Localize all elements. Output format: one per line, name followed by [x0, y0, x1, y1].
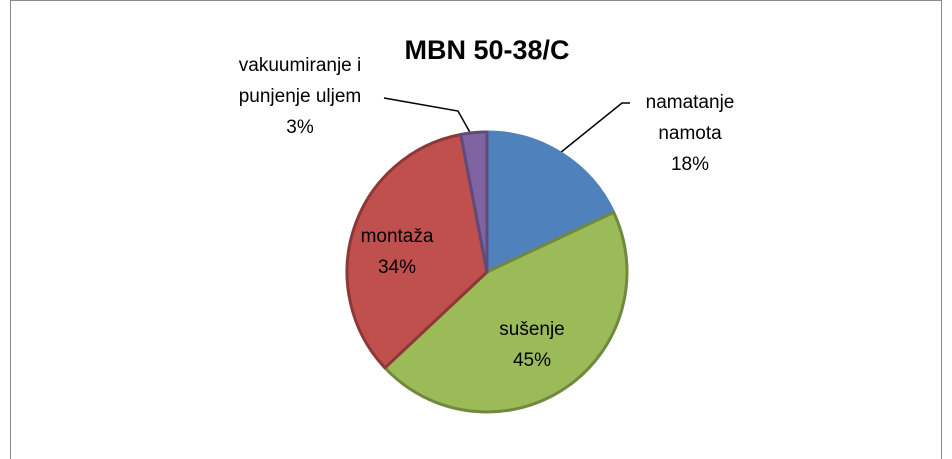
- value-label: 3%: [286, 117, 314, 138]
- leader-line: [383, 97, 473, 137]
- value-label: 45%: [513, 350, 551, 371]
- pie-slice: [383, 210, 629, 414]
- label-line: sušenje: [499, 319, 565, 340]
- label-line: montaža: [361, 226, 434, 247]
- label-line: namota: [658, 123, 722, 144]
- slice-label: montaža: [361, 226, 434, 247]
- chart-title: MBN 50-38/C: [404, 35, 569, 65]
- slice-label: namatanje namota: [646, 92, 735, 144]
- label-line: namatanje: [646, 92, 735, 113]
- label-line: vakuumiranje i: [239, 55, 362, 76]
- pie-slice: [485, 130, 616, 274]
- label-line: punjenje uljem: [239, 86, 362, 107]
- value-label: 34%: [378, 257, 416, 278]
- value-label: 18%: [671, 154, 709, 175]
- pie-slice: [345, 132, 489, 370]
- pie-slice: [459, 130, 489, 274]
- slice-label: sušenje: [499, 319, 565, 340]
- slice-label: vakuumiranje i punjenje uljem: [239, 55, 362, 107]
- leader-line: [559, 102, 630, 154]
